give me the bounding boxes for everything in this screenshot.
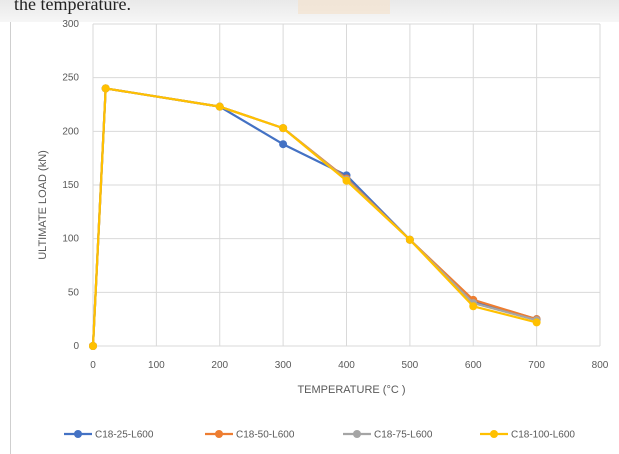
legend-marker bbox=[490, 430, 498, 438]
legend-label: C18-50-L600 bbox=[236, 430, 295, 441]
y-tick-label: 250 bbox=[62, 73, 79, 84]
x-tick-label: 100 bbox=[148, 360, 165, 371]
caption-strip: the temperature. bbox=[0, 0, 619, 22]
x-tick-label: 200 bbox=[211, 360, 228, 371]
data-point bbox=[342, 176, 351, 185]
data-point bbox=[215, 102, 224, 111]
data-point bbox=[101, 84, 110, 93]
frame-border bbox=[10, 22, 11, 454]
x-tick-label: 700 bbox=[528, 360, 545, 371]
data-point bbox=[469, 302, 478, 311]
y-tick-label: 0 bbox=[73, 341, 79, 352]
x-tick-label: 300 bbox=[275, 360, 292, 371]
x-tick-labels: 0 100 200 300 400 500 600 700 800 bbox=[90, 360, 609, 371]
x-tick-label: 600 bbox=[465, 360, 482, 371]
x-tick-label: 400 bbox=[338, 360, 355, 371]
y-tick-label: 100 bbox=[62, 234, 79, 245]
caption-highlight bbox=[298, 0, 390, 14]
y-tick-label: 50 bbox=[68, 287, 80, 298]
legend-marker bbox=[215, 430, 223, 438]
legend-marker bbox=[353, 430, 361, 438]
series-lines bbox=[89, 84, 541, 350]
legend-label: C18-25-L600 bbox=[95, 430, 154, 441]
y-tick-label: 300 bbox=[62, 19, 79, 30]
caption-text: the temperature. bbox=[14, 0, 131, 14]
y-tick-label: 150 bbox=[62, 180, 79, 191]
data-point bbox=[89, 342, 97, 350]
y-tick-labels: 0 50 100 150 200 250 300 bbox=[62, 19, 79, 352]
x-tick-label: 500 bbox=[402, 360, 419, 371]
data-point bbox=[532, 318, 541, 327]
legend-label: C18-100-L600 bbox=[511, 430, 575, 441]
grid-lines bbox=[92, 23, 601, 347]
data-point bbox=[405, 235, 414, 244]
y-tick-label: 200 bbox=[62, 126, 79, 137]
series-line bbox=[91, 87, 537, 347]
x-tick-label: 800 bbox=[592, 360, 609, 371]
x-axis-title: TEMPERATURE (°C ) bbox=[297, 384, 405, 396]
y-axis-title: ULTIMATE LOAD (kN) bbox=[37, 150, 49, 260]
legend-marker bbox=[74, 430, 82, 438]
legend: C18-25-L600 C18-50-L600 C18-75-L600 C18-100… bbox=[64, 430, 575, 441]
x-tick-label: 0 bbox=[90, 360, 96, 371]
legend-label: C18-75-L600 bbox=[374, 430, 433, 441]
data-point bbox=[279, 124, 288, 133]
data-point bbox=[279, 140, 288, 149]
